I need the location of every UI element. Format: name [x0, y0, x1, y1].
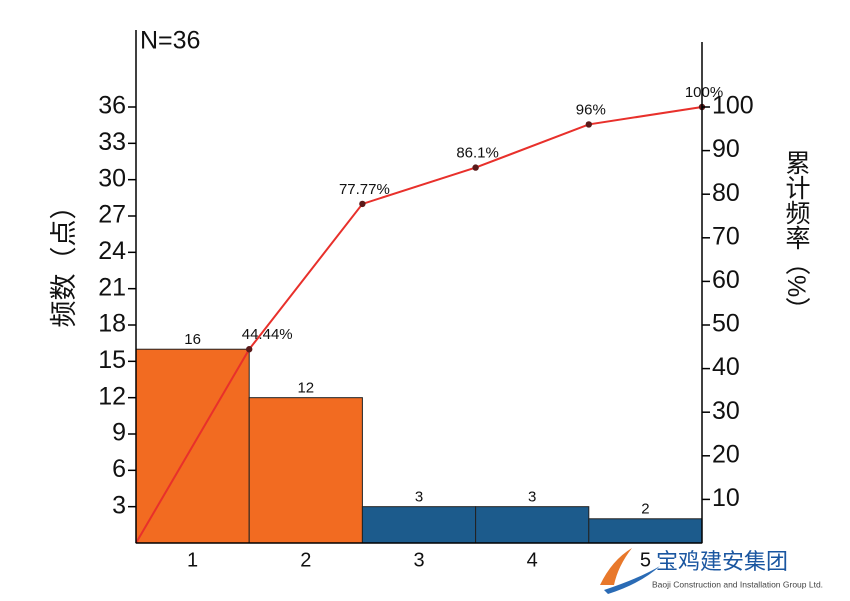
- y-tick-label: 3: [112, 491, 126, 519]
- bar: [248, 397, 363, 544]
- y2-tick-label: 10: [712, 484, 740, 512]
- y2-tick-label: 80: [712, 179, 740, 207]
- y2-axis-label: 累计频率（%）: [782, 150, 811, 322]
- y2-tick-label: 70: [712, 222, 740, 250]
- logo-mark: [600, 548, 632, 585]
- y-tick-label: 18: [98, 310, 126, 338]
- x-tick-label: 4: [527, 549, 538, 571]
- cumulative-line: [248, 106, 703, 350]
- bar-value-label: 2: [641, 501, 649, 518]
- bar: [475, 506, 590, 544]
- x-tick-label: 5: [640, 549, 651, 571]
- bar: [361, 506, 477, 544]
- line-value-label: 77.77%: [339, 181, 390, 198]
- x-tick-label: 2: [300, 549, 311, 571]
- logo-mark: [604, 566, 660, 594]
- line-value-label: 96%: [576, 101, 606, 118]
- bar-value-label: 3: [528, 489, 536, 506]
- y-tick-label: 21: [98, 273, 126, 301]
- y2-tick-label: 40: [712, 353, 740, 381]
- line-point: [472, 164, 479, 171]
- line-value-label: 44.44%: [242, 326, 293, 343]
- y2-tick-label: 30: [712, 397, 740, 425]
- y-tick-label: 24: [98, 237, 126, 265]
- bar-value-label: 12: [297, 380, 314, 397]
- watermark: 宝鸡建安集团 Baoji Construction and Installati…: [600, 548, 823, 594]
- chart-title: N=36: [140, 27, 200, 55]
- x-tick-label: 1: [187, 549, 198, 571]
- bar: [588, 518, 703, 544]
- y2-tick-label: 90: [712, 135, 740, 163]
- y-tick-label: 33: [98, 128, 126, 156]
- line-point: [585, 121, 592, 128]
- line-point: [359, 200, 366, 208]
- bar-value-label: 16: [184, 331, 201, 348]
- line-value-label: 86.1%: [456, 145, 499, 162]
- y-tick-label: 15: [98, 346, 126, 374]
- y-axis-label: 频数（点）: [49, 193, 79, 328]
- y2-tick-label: 20: [712, 440, 740, 468]
- y-tick-label: 12: [98, 382, 126, 410]
- y-tick-label: 6: [112, 455, 126, 483]
- watermark-subtitle: Baoji Construction and Installation Grou…: [652, 579, 823, 589]
- line-point: [246, 346, 253, 353]
- bar-value-label: 3: [415, 489, 423, 506]
- x-tick-label: 3: [413, 549, 424, 571]
- y2-tick-label: 50: [712, 310, 740, 338]
- line-value-label: 100%: [685, 84, 723, 101]
- y-tick-label: 36: [98, 92, 126, 120]
- watermark-name: 宝鸡建安集团: [656, 549, 788, 574]
- y-tick-label: 27: [98, 201, 126, 229]
- y-tick-label: 30: [98, 164, 126, 192]
- y2-tick-label: 60: [712, 266, 740, 294]
- y-tick-label: 9: [112, 419, 126, 447]
- line-start-segment: [135, 348, 251, 544]
- y2-tick-label: 100: [712, 92, 754, 120]
